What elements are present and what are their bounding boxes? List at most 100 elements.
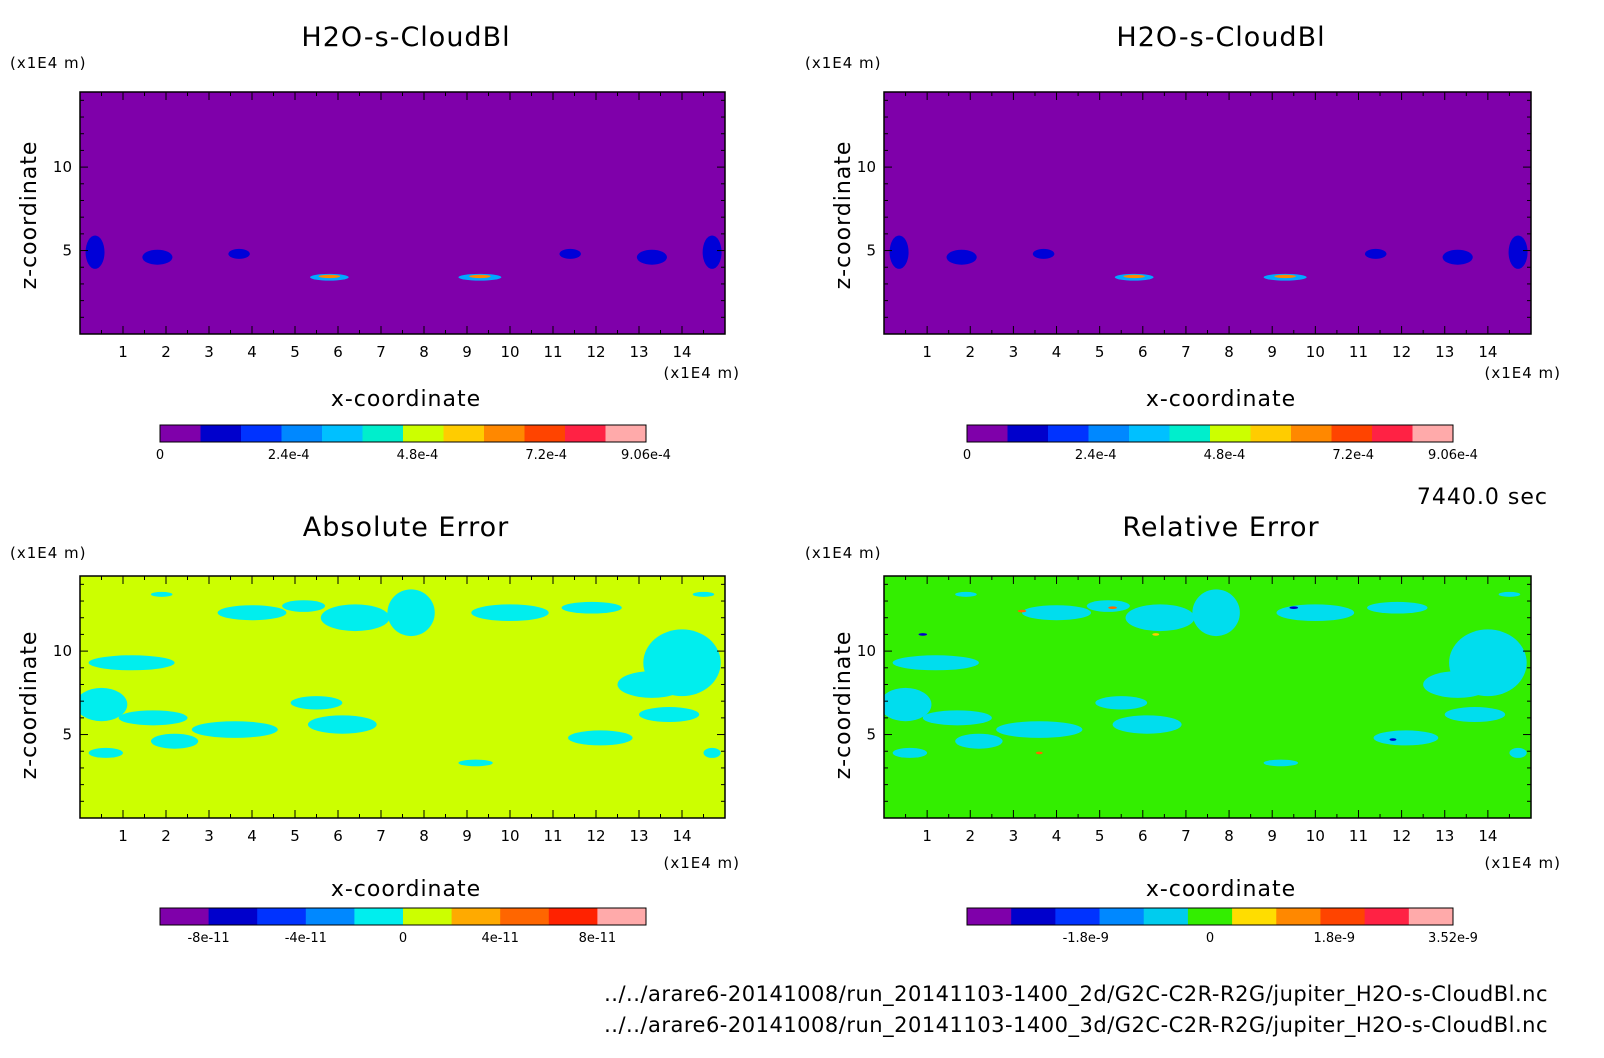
contour-region (471, 604, 549, 622)
contour-region (1364, 248, 1387, 259)
contour-region (1373, 730, 1439, 746)
colorbar-tick-label: 4.8e-4 (397, 448, 439, 463)
colorbar-segment (403, 908, 453, 925)
colorbar-tick-label: 7.2e-4 (1332, 448, 1374, 463)
x-tick-label: 13 (629, 827, 648, 845)
colorbar-tick-label: 7.2e-4 (525, 448, 567, 463)
contour-features (80, 589, 721, 767)
panel-title: Relative Error (1122, 512, 1319, 543)
contour-region (922, 710, 992, 726)
contour-region (1508, 235, 1528, 269)
colorbar-segment (967, 425, 1008, 442)
colorbar-segment (322, 425, 363, 442)
x-tick-label: 11 (543, 343, 562, 361)
colorbar-segment (1055, 908, 1101, 925)
colorbar-segment (403, 425, 444, 442)
colorbar-segment (160, 908, 210, 925)
x-tick-label: 12 (586, 343, 605, 361)
colorbar-segment (597, 908, 647, 925)
colorbar-segment (1250, 425, 1292, 442)
y-axis-label: z-coordinate (17, 631, 42, 780)
x-tick-label: 3 (1009, 827, 1019, 845)
plot-background (80, 92, 725, 334)
colorbar-segment (1364, 908, 1410, 925)
contour-features (85, 235, 722, 281)
x-tick-label: 10 (500, 343, 519, 361)
contour-region (1123, 274, 1145, 279)
contour-region (387, 589, 435, 637)
x-tick-label: 13 (1435, 827, 1454, 845)
y-tick-label: 10 (857, 642, 876, 660)
colorbar-tick-label: 0 (399, 931, 407, 946)
x-tick-label: 7 (1181, 827, 1191, 845)
colorbar-segment (1408, 908, 1454, 925)
contour-region (559, 248, 581, 259)
contour-region (892, 747, 928, 758)
contour-region (889, 235, 909, 269)
contour-region (458, 759, 493, 767)
y-tick-label: 10 (53, 642, 72, 660)
x-tick-label: 5 (1095, 343, 1105, 361)
contour-region (1032, 248, 1055, 259)
x-tick-label: 13 (1435, 343, 1454, 361)
x-tick-label: 14 (672, 827, 691, 845)
contour-region (191, 721, 278, 738)
colorbar-segment (354, 908, 404, 925)
x-tick-label: 11 (1349, 827, 1368, 845)
colorbar-segment (524, 425, 566, 442)
colorbar-segment (241, 425, 282, 442)
x-unit-label: (x1E4 m) (1484, 364, 1561, 382)
colorbar-segment (1320, 908, 1366, 925)
colorbar-segment (1169, 425, 1211, 442)
colorbar-segment (362, 425, 404, 442)
colorbar-segment (1372, 425, 1413, 442)
contour-region (282, 600, 326, 612)
x-tick-label: 4 (1052, 343, 1062, 361)
panel-title: H2O-s-CloudBl (301, 22, 510, 53)
contour-region (150, 733, 199, 749)
z-unit-label: (x1E4 m) (805, 544, 882, 562)
contour-region (1444, 707, 1506, 723)
contour-region (1192, 589, 1240, 637)
y-axis-label: z-coordinate (831, 631, 856, 780)
contour-region (80, 687, 128, 722)
x-tick-label: 7 (376, 827, 386, 845)
x-tick-label: 2 (161, 343, 171, 361)
colorbar: -8e-11 -4e-11 0 4e-11 8e-11 (159, 907, 647, 946)
colorbar-segment (1011, 908, 1056, 925)
y-tick-label: 10 (857, 158, 876, 176)
contour-region (692, 591, 715, 597)
x-tick-label: 12 (586, 827, 605, 845)
y-axis-label: z-coordinate (17, 141, 42, 290)
colorbar-segment (967, 908, 1012, 925)
contour-region (892, 655, 979, 671)
x-tick-label: 3 (204, 827, 214, 845)
contour-region (1108, 606, 1117, 610)
x-tick-label: 9 (462, 343, 472, 361)
x-tick-label: 2 (965, 343, 975, 361)
contour-region (636, 249, 667, 265)
contour-region (290, 696, 343, 710)
colorbar-tick-label: -4e-11 (285, 931, 327, 946)
x-tick-label: 12 (1392, 343, 1411, 361)
x-tick-label: 2 (161, 827, 171, 845)
colorbar-segment (305, 908, 355, 925)
colorbar-tick-label: 4.8e-4 (1204, 448, 1246, 463)
colorbar-segment (1099, 908, 1145, 925)
panel-bottom-left: Absolute Error (x1E4 m) (x1E4 m) x-coord… (10, 512, 739, 946)
contour-region (1086, 600, 1130, 612)
colorbar-tick-label: -8e-11 (187, 931, 229, 946)
contour-region (639, 707, 700, 723)
panel-title: Absolute Error (303, 512, 509, 543)
contour-region (307, 715, 377, 734)
contour-region (1035, 751, 1043, 755)
contour-region (703, 747, 721, 758)
contour-region (1017, 609, 1027, 613)
x-tick-label: 1 (118, 343, 128, 361)
x-tick-label: 7 (1181, 343, 1191, 361)
colorbar-segment (257, 908, 307, 925)
x-tick-label: 3 (1009, 343, 1019, 361)
contour-region (318, 274, 341, 279)
contour-region (1498, 591, 1521, 597)
